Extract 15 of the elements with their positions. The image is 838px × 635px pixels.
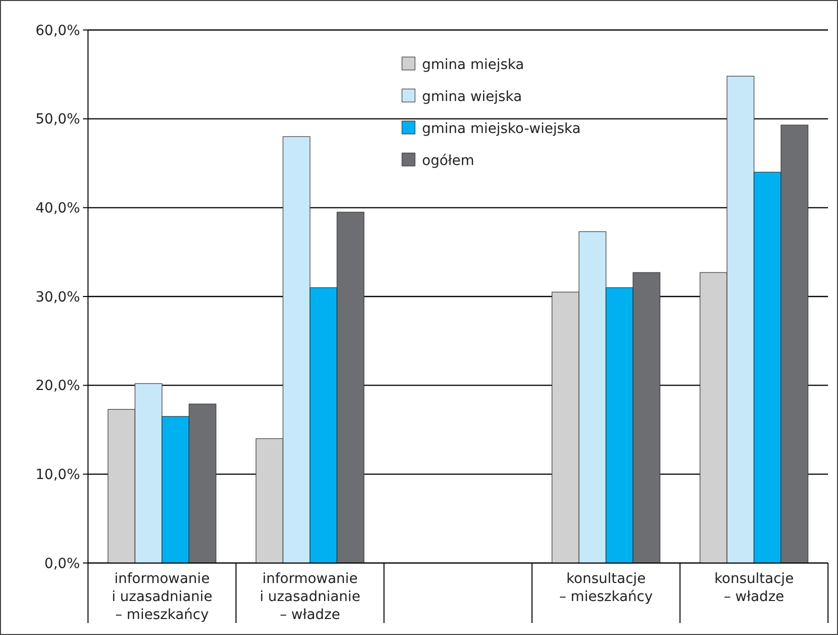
y-tick-label: 30,0% <box>36 289 80 306</box>
legend-label: ogółem <box>422 152 474 169</box>
y-tick-label: 0,0% <box>44 556 80 572</box>
y-tick-label: 50,0% <box>36 112 80 128</box>
legend-label: gmina wiejska <box>422 88 522 105</box>
x-tick-label: konsultacje – władze <box>714 571 794 605</box>
x-tick-label: informowanie i uzasadnianie – mieszkańcy <box>112 571 212 623</box>
legend-label: gmina miejsko-wiejska <box>422 120 581 137</box>
y-tick-label: 40,0% <box>36 200 80 217</box>
y-tick-label: 20,0% <box>36 378 80 394</box>
x-tick-label: konsultacje – mieszkańcy <box>559 571 653 605</box>
y-tick-label: 60,0% <box>36 22 80 39</box>
y-tick-label: 10,0% <box>36 467 80 484</box>
legend-label: gmina miejska <box>422 56 524 73</box>
x-tick-label: informowanie i uzasadnianie – władze <box>260 571 360 623</box>
